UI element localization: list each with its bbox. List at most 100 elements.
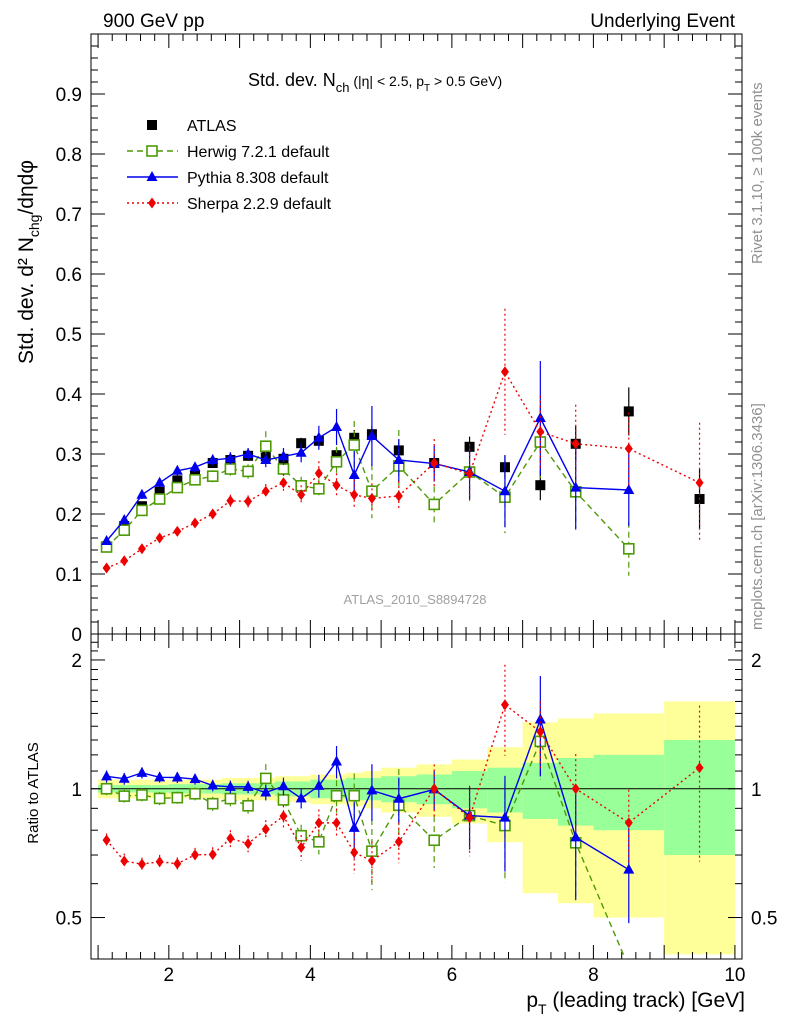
atlas-point xyxy=(535,480,546,491)
pythia-ratio-point xyxy=(313,779,325,790)
sherpa-ratio-point xyxy=(261,823,270,835)
ratio-panel-frame xyxy=(90,633,743,960)
ratio-y-tick-label-right: 1 xyxy=(751,780,762,801)
herwig-ratio-point xyxy=(206,797,219,810)
herwig-ratio-point xyxy=(242,799,254,812)
pythia-ratio-point xyxy=(207,779,219,790)
legend: ATLAS Herwig 7.2.1 default Pythia 8.308 de… xyxy=(127,118,332,213)
sherpa-point xyxy=(394,490,403,502)
sherpa-point xyxy=(695,477,704,489)
herwig-point xyxy=(136,504,148,517)
sherpa-ratio-line xyxy=(106,703,700,865)
sherpa-point xyxy=(173,525,182,537)
y-tick-label: 0.8 xyxy=(56,145,82,166)
sherpa-ratio-point xyxy=(394,836,403,848)
pythia-point xyxy=(623,484,635,494)
y-tick-label: 0.6 xyxy=(56,265,82,286)
sherpa-point xyxy=(332,479,341,491)
pythia-ratio-point xyxy=(331,755,343,766)
sherpa-ratio-point xyxy=(191,849,200,861)
pythia-ratio-point xyxy=(623,863,635,874)
sherpa-point xyxy=(465,468,474,480)
sherpa-point xyxy=(120,555,129,567)
herwig-ratio-point xyxy=(259,772,272,785)
herwig-ratio-point xyxy=(313,836,325,848)
sherpa-ratio-point xyxy=(120,855,129,867)
herwig-ratio-point xyxy=(348,789,361,802)
sherpa-point xyxy=(430,457,439,469)
sherpa-point xyxy=(297,489,306,501)
herwig-point xyxy=(153,493,166,505)
sherpa-point xyxy=(279,477,288,489)
herwig-ratio-point xyxy=(189,787,201,800)
atlas-point xyxy=(349,432,360,443)
pythia-point xyxy=(189,461,201,472)
ratio-y-tick-label-right: 0.5 xyxy=(751,909,777,930)
sherpa-ratio-point xyxy=(571,783,580,795)
herwig-point xyxy=(118,524,131,537)
sherpa-ratio-point xyxy=(430,783,439,795)
sherpa-ratio-point xyxy=(226,832,235,844)
pythia-point xyxy=(348,469,360,479)
herwig-point xyxy=(277,463,290,475)
y-tick-label: 0 xyxy=(71,625,82,646)
atlas-point xyxy=(331,450,342,461)
pythia-ratio-point xyxy=(260,786,272,797)
pythia-ratio-point xyxy=(295,792,307,803)
y-tick-label: 0.1 xyxy=(56,565,82,586)
sherpa-ratio-point xyxy=(536,726,545,738)
pythia-ratio-point xyxy=(277,780,289,791)
pythia-point xyxy=(260,454,272,464)
sherpa-point xyxy=(226,495,235,507)
sherpa-ratio-point xyxy=(155,856,164,868)
pythia-point xyxy=(118,514,130,524)
analysis-watermark: ATLAS_2010_S8894728 xyxy=(344,592,487,607)
sherpa-ratio-point xyxy=(350,847,359,859)
sherpa-point xyxy=(500,366,509,378)
rivet-version-label: Rivet 3.1.10, ≥ 100k events xyxy=(749,82,766,264)
herwig-ratio-point xyxy=(171,791,184,804)
herwig-point xyxy=(224,463,237,475)
ratio-y-tick-label: 2 xyxy=(71,651,82,672)
y-tick-label: 0.9 xyxy=(56,85,82,106)
herwig-ratio-point xyxy=(330,789,343,802)
pythia-legend-label: Pythia 8.308 default xyxy=(187,170,329,187)
atlas-legend-label: ATLAS xyxy=(187,118,237,135)
y-axis-label: Std. dev. d² Nchg/dηdφ xyxy=(15,160,42,364)
herwig-legend-label: Herwig 7.2.1 default xyxy=(187,144,330,161)
ratio-y-tick-label: 0.5 xyxy=(56,909,82,930)
sherpa-ratio-point xyxy=(137,858,146,870)
pythia-ratio-point xyxy=(154,771,166,782)
sherpa-ratio-point xyxy=(314,817,323,829)
sherpa-point xyxy=(261,485,270,497)
herwig-point xyxy=(189,473,201,486)
sherpa-ratio-point xyxy=(624,817,633,829)
ratio-series xyxy=(100,664,704,959)
pythia-ratio-point xyxy=(242,780,254,791)
ratio-y-tick-label-right: 2 xyxy=(751,651,762,672)
pythia-ratio-point xyxy=(118,772,130,783)
pythia-point xyxy=(207,454,219,464)
pythia-point xyxy=(277,450,289,461)
sherpa-ratio-point xyxy=(695,762,704,774)
herwig-ratio-point xyxy=(277,794,290,806)
pythia-ratio-point xyxy=(224,780,236,791)
header-left: 900 GeV pp xyxy=(103,11,204,32)
pythia-point xyxy=(101,535,113,545)
sherpa-point xyxy=(536,426,545,438)
sherpa-point xyxy=(208,508,217,520)
herwig-point xyxy=(330,455,343,468)
sherpa-ratio-point xyxy=(297,841,306,853)
pythia-point xyxy=(570,481,582,492)
atlas-point xyxy=(172,475,183,486)
atlas-point xyxy=(623,406,634,417)
pythia-point xyxy=(366,430,378,440)
herwig-point xyxy=(622,542,635,555)
pythia-ratio-point xyxy=(366,784,378,795)
pythia-point xyxy=(224,452,236,463)
sherpa-point xyxy=(314,467,323,479)
sherpa-legend-marker xyxy=(148,197,156,209)
atlas-legend-marker xyxy=(147,120,157,130)
herwig-point xyxy=(348,439,361,451)
